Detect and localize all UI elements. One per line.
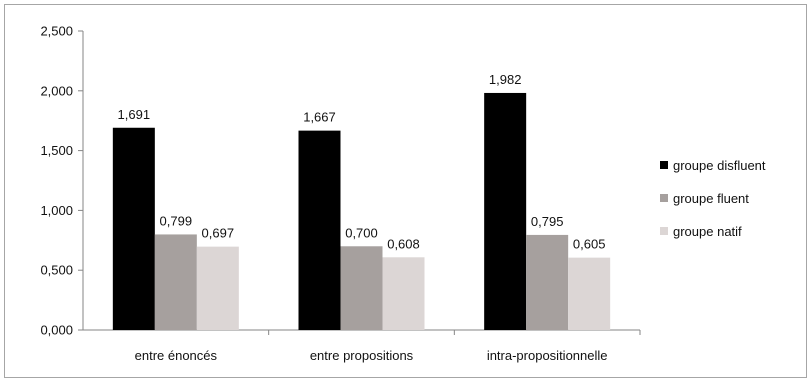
bar-groupe-fluent-0 bbox=[154, 234, 197, 330]
bar-groupe-disfluent-0 bbox=[112, 127, 155, 330]
bar-groupe-natif-2 bbox=[568, 257, 611, 330]
y-tick-label: 0,000 bbox=[40, 323, 73, 338]
bar-groupe-natif-1 bbox=[382, 257, 425, 330]
legend-label: groupe disfluent bbox=[673, 158, 766, 173]
category-labels: entre énoncés entre propositions intra-pro… bbox=[135, 348, 608, 363]
category-label: intra-propositionnelle bbox=[487, 348, 608, 363]
y-tick-label: 1,500 bbox=[40, 143, 73, 158]
data-label: 0,608 bbox=[387, 236, 420, 251]
category-label: entre propositions bbox=[310, 348, 414, 363]
data-label: 0,795 bbox=[531, 214, 564, 229]
y-tick-label: 2,000 bbox=[40, 83, 73, 98]
legend-label: groupe natif bbox=[673, 224, 742, 239]
bar-groupe-disfluent-2 bbox=[484, 92, 527, 331]
legend: groupe disfluent groupe fluent groupe nati… bbox=[660, 158, 766, 239]
data-label: 0,697 bbox=[202, 226, 235, 241]
bar-groupe-fluent-2 bbox=[526, 234, 569, 330]
legend-swatch bbox=[660, 194, 668, 202]
y-axis-ticks: 0,000 0,500 1,000 1,500 2,000 2,500 bbox=[40, 24, 83, 338]
data-label: 1,667 bbox=[303, 110, 336, 125]
bar-groupe-disfluent-1 bbox=[298, 130, 341, 330]
y-tick-label: 1,000 bbox=[40, 203, 73, 218]
bar-groupe-natif-0 bbox=[196, 246, 239, 330]
y-tick-label: 0,500 bbox=[40, 263, 73, 278]
bars bbox=[112, 92, 611, 331]
data-label: 1,691 bbox=[118, 107, 151, 122]
legend-swatch bbox=[660, 227, 668, 235]
legend-label: groupe fluent bbox=[673, 191, 749, 206]
data-label: 0,605 bbox=[573, 237, 606, 252]
bar-groupe-fluent-1 bbox=[340, 246, 383, 330]
data-label: 0,799 bbox=[160, 213, 193, 228]
y-tick-label: 2,500 bbox=[40, 24, 73, 39]
data-label: 0,700 bbox=[345, 225, 378, 240]
category-label: entre énoncés bbox=[135, 348, 218, 363]
legend-swatch bbox=[660, 161, 668, 169]
data-labels: 1,691 0,799 0,697 1,667 0,700 0,608 1,982 0,795… bbox=[118, 72, 606, 252]
data-label: 1,982 bbox=[489, 72, 522, 87]
